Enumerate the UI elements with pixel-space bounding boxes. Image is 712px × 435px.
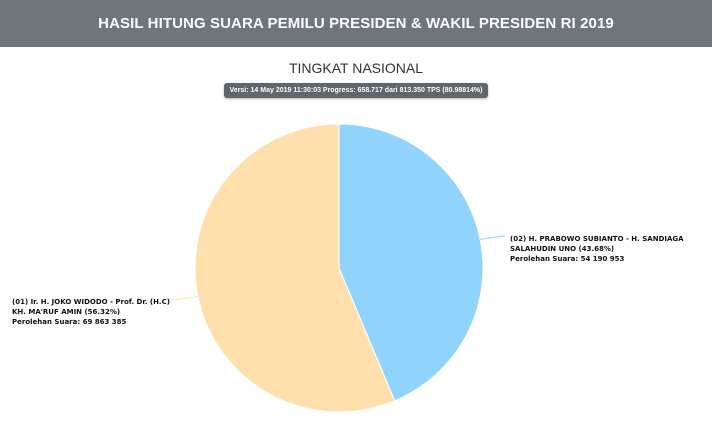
- version-badge-wrap: Versi: 14 May 2019 11:30:03 Progress: 65…: [0, 83, 712, 98]
- slice-label-jokowi-votes: Perolehan Suara: 69 863 385: [12, 318, 127, 326]
- pie-slice-jokowi-leader-line: [167, 295, 198, 301]
- pie-slice-jokowi[interactable]: [194, 123, 396, 413]
- slice-label-jokowi-name1: (01) Ir. H. JOKO WIDODO - Prof. Dr. (H.C…: [12, 298, 170, 306]
- slice-label-prabowo-name1: (02) H. PRABOWO SUBIANTO - H. SANDIAGA: [510, 235, 684, 243]
- page-title: HASIL HITUNG SUARA PEMILU PRESIDEN & WAK…: [98, 15, 614, 32]
- slice-label-prabowo-votes: Perolehan Suara: 54 190 953: [510, 255, 625, 263]
- pie-slice-prabowo-leader-line: [480, 235, 506, 241]
- slice-label-prabowo-name2: SALAHUDIN UNO (43.68%): [510, 245, 615, 253]
- version-badge: Versi: 14 May 2019 11:30:03 Progress: 65…: [223, 83, 489, 98]
- chart-subtitle: TINGKAT NASIONAL: [288, 60, 424, 76]
- slice-label-jokowi-name2: KH. MA'RUF AMIN (56.32%): [12, 308, 121, 316]
- slice-label-prabowo: (02) H. PRABOWO SUBIANTO - H. SANDIAGA S…: [510, 234, 684, 264]
- page-header: HASIL HITUNG SUARA PEMILU PRESIDEN & WAK…: [0, 0, 712, 47]
- slice-label-jokowi: (01) Ir. H. JOKO WIDODO - Prof. Dr. (H.C…: [12, 297, 170, 327]
